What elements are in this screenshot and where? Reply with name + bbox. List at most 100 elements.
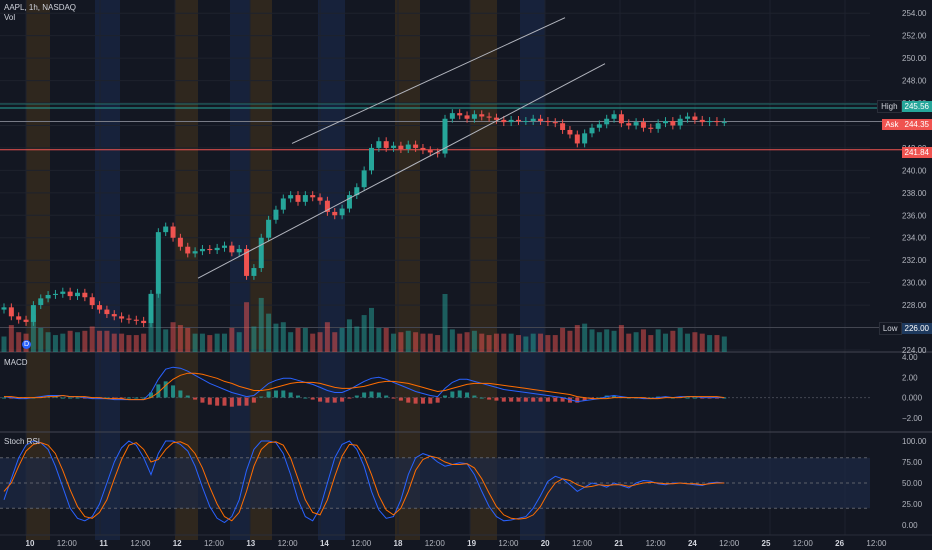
- channel-lower-line[interactable]: [197, 63, 606, 279]
- trend-channel[interactable]: [197, 17, 606, 279]
- candle-body[interactable]: [339, 208, 345, 216]
- candle-body[interactable]: [148, 293, 154, 324]
- candlesticks[interactable]: [1, 109, 727, 327]
- stoch-k-line[interactable]: [3, 440, 725, 524]
- candle-body[interactable]: [420, 147, 426, 151]
- candle-body[interactable]: [479, 114, 485, 117]
- candle-body[interactable]: [163, 226, 169, 233]
- candle-body[interactable]: [508, 119, 514, 123]
- macd-signal-line[interactable]: [4, 372, 725, 401]
- candle-body[interactable]: [302, 195, 308, 202]
- candle-body[interactable]: [346, 195, 352, 209]
- candle-body[interactable]: [427, 150, 433, 153]
- candle-body[interactable]: [582, 133, 588, 144]
- candle-body[interactable]: [442, 118, 448, 154]
- candle-body[interactable]: [677, 118, 683, 126]
- candle-body[interactable]: [214, 247, 220, 251]
- candle-body[interactable]: [493, 117, 499, 120]
- candle-body[interactable]: [471, 114, 477, 119]
- candle-body[interactable]: [236, 248, 242, 253]
- candle-body[interactable]: [126, 318, 132, 320]
- candle-body[interactable]: [552, 122, 558, 124]
- candle-body[interactable]: [655, 123, 661, 129]
- candle-body[interactable]: [229, 245, 235, 253]
- candle-body[interactable]: [75, 292, 80, 297]
- macd-line[interactable]: [3, 366, 725, 403]
- candle-body[interactable]: [464, 115, 470, 119]
- candle-body[interactable]: [685, 116, 691, 119]
- stoch-rsi-pane[interactable]: [0, 440, 870, 524]
- candle-body[interactable]: [545, 120, 551, 123]
- candle-body[interactable]: [1, 307, 7, 310]
- candle-body[interactable]: [618, 114, 624, 124]
- volume-label[interactable]: Vol: [4, 13, 16, 22]
- candle-body[interactable]: [295, 195, 301, 202]
- candle-body[interactable]: [192, 251, 198, 254]
- channel-upper-line[interactable]: [291, 17, 566, 144]
- candle-body[interactable]: [23, 319, 29, 322]
- candle-body[interactable]: [89, 297, 95, 306]
- candle-body[interactable]: [332, 211, 338, 216]
- candle-body[interactable]: [699, 119, 705, 123]
- candle-body[interactable]: [30, 305, 36, 322]
- candle-body[interactable]: [52, 293, 58, 295]
- symbol-title[interactable]: AAPL, 1h, NASDAQ: [4, 3, 77, 12]
- candle-body[interactable]: [405, 144, 411, 150]
- candle-body[interactable]: [560, 123, 566, 130]
- candle-body[interactable]: [413, 144, 419, 148]
- candle-body[interactable]: [714, 120, 720, 123]
- stoch-label[interactable]: Stoch RSI: [4, 437, 41, 446]
- candle-body[interactable]: [155, 232, 161, 294]
- candle-body[interactable]: [663, 120, 668, 124]
- candle-body[interactable]: [97, 305, 103, 310]
- candle-body[interactable]: [310, 195, 316, 198]
- candle-body[interactable]: [244, 248, 250, 276]
- candle-body[interactable]: [516, 119, 521, 121]
- candle-body[interactable]: [648, 127, 654, 129]
- candle-body[interactable]: [398, 145, 404, 150]
- candle-body[interactable]: [67, 291, 73, 297]
- candle-body[interactable]: [222, 245, 227, 248]
- candle-body[interactable]: [361, 170, 367, 188]
- candle-body[interactable]: [369, 147, 374, 171]
- candle-body[interactable]: [633, 122, 639, 126]
- candle-body[interactable]: [170, 226, 176, 238]
- candle-body[interactable]: [670, 120, 676, 126]
- candle-body[interactable]: [119, 316, 125, 319]
- candle-body[interactable]: [207, 248, 213, 251]
- candle-body[interactable]: [177, 237, 183, 247]
- candle-body[interactable]: [596, 124, 602, 128]
- candle-body[interactable]: [288, 195, 294, 199]
- candle-body[interactable]: [354, 187, 360, 196]
- candle-body[interactable]: [611, 114, 617, 119]
- candle-body[interactable]: [45, 294, 51, 299]
- candle-body[interactable]: [82, 292, 88, 298]
- candle-body[interactable]: [8, 307, 14, 317]
- candle-body[interactable]: [16, 316, 22, 320]
- candle-body[interactable]: [376, 141, 382, 148]
- candle-body[interactable]: [317, 197, 323, 201]
- candle-body[interactable]: [626, 123, 632, 126]
- candle-body[interactable]: [567, 129, 573, 135]
- candle-body[interactable]: [589, 127, 595, 134]
- candle-body[interactable]: [721, 122, 727, 124]
- candle-body[interactable]: [266, 219, 272, 238]
- candle-body[interactable]: [707, 120, 713, 123]
- candle-body[interactable]: [486, 116, 492, 118]
- macd-pane[interactable]: [0, 366, 870, 407]
- candle-body[interactable]: [324, 200, 330, 212]
- candle-body[interactable]: [457, 113, 463, 116]
- candle-body[interactable]: [185, 246, 191, 254]
- candle-body[interactable]: [391, 145, 397, 148]
- candle-body[interactable]: [38, 298, 44, 306]
- stoch-legend[interactable]: Stoch RSI: [4, 437, 40, 447]
- candle-body[interactable]: [141, 320, 147, 324]
- candle-body[interactable]: [280, 198, 286, 210]
- candle-body[interactable]: [692, 116, 698, 120]
- candle-body[interactable]: [258, 237, 264, 269]
- candle-body[interactable]: [199, 248, 205, 252]
- candle-body[interactable]: [574, 134, 580, 144]
- candle-body[interactable]: [251, 268, 257, 276]
- candle-body[interactable]: [273, 209, 279, 220]
- stoch-d-line[interactable]: [3, 441, 725, 522]
